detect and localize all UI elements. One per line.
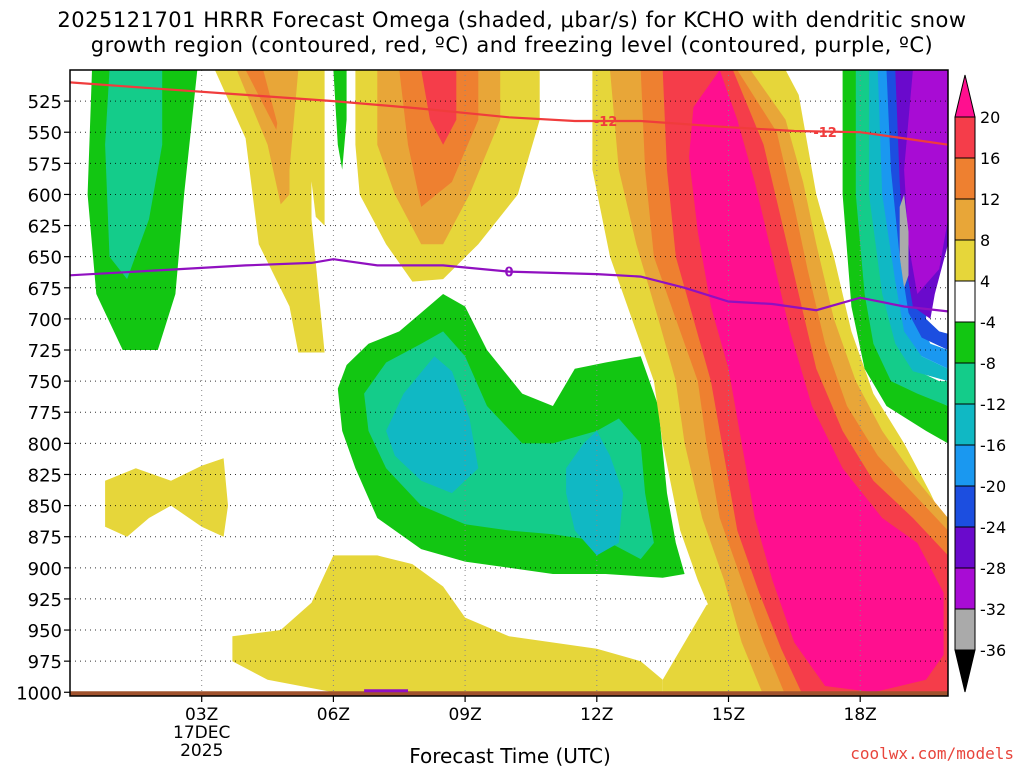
omega-shading — [87, 70, 948, 696]
y-tick-label-975: 975 — [28, 652, 62, 673]
omega-region-m16tom12-15 — [566, 430, 624, 556]
colorbar-label-13: -36 — [980, 641, 1006, 660]
colorbar-label-10: -24 — [980, 518, 1006, 537]
colorbar-label-3: 8 — [980, 231, 990, 250]
contour-line-0 — [70, 258, 948, 313]
y-tick-label-525: 525 — [28, 92, 62, 113]
colorbar-label-7: -12 — [980, 395, 1006, 414]
y-tick-label-950: 950 — [28, 621, 62, 642]
x-tick-label-15Z: 15Z — [712, 705, 745, 725]
y-tick-label-775: 775 — [28, 403, 62, 424]
y-tick-label-575: 575 — [28, 154, 62, 175]
colorbar-box-4to8 — [954, 239, 976, 282]
y-tick-label-750: 750 — [28, 372, 62, 393]
y-axis: 525 550 575 600 625 650 675 700 725 750 775 800 825 8… — [16, 92, 70, 704]
y-tick-label-625: 625 — [28, 217, 62, 238]
colorbar-top-arrow — [954, 74, 976, 118]
omega-region-m12tom8-1 — [105, 70, 163, 280]
contour-label-2: 0 — [504, 266, 513, 281]
colorbar-bottom-arrow — [954, 649, 976, 693]
omega-region-4to8-2 — [214, 70, 325, 353]
colorbar-box-8to12 — [954, 198, 976, 241]
omega-region-m32tom28-30 — [904, 70, 948, 294]
colorbar-label-0: 20 — [980, 108, 1000, 127]
y-tick-label-900: 900 — [28, 559, 62, 580]
contour-line--12 — [70, 81, 948, 146]
colorbar-box-m28tom24 — [954, 526, 976, 569]
omega-region-4to8-5 — [298, 70, 325, 226]
plot-frame — [69, 69, 949, 697]
omega-region-m16tom12-14 — [386, 356, 479, 494]
contour-lines: -12 -12 0 — [70, 81, 948, 313]
x-axis-label: Forecast Time (UTC) — [409, 744, 611, 768]
omega-region-gt20-23 — [689, 70, 944, 693]
omega-region-8to12-6 — [263, 70, 299, 170]
omega-region-m36tom32-31 — [899, 194, 909, 288]
date-label-0: 17DEC — [173, 723, 230, 743]
colorbar-label-12: -32 — [980, 600, 1006, 619]
contour-label-1: -12 — [813, 126, 837, 141]
y-tick-label-1000: 1000 — [16, 683, 62, 704]
y-tick-label-675: 675 — [28, 279, 62, 300]
colorbar-box-m36tom32 — [954, 608, 976, 651]
colorbar-label-8: -16 — [980, 436, 1006, 455]
y-tick-label-700: 700 — [28, 310, 62, 331]
x-tick-label-18Z: 18Z — [844, 705, 877, 725]
chart-title-line1: 2025121701 HRRR Forecast Omega (shaded, … — [57, 8, 967, 32]
colorbar-label-6: -8 — [980, 354, 996, 373]
x-tick-label-09Z: 09Z — [448, 705, 481, 725]
y-tick-label-800: 800 — [28, 434, 62, 455]
y-tick-label-650: 650 — [28, 248, 62, 269]
colorbar-box-m12tom8 — [954, 362, 976, 405]
ground-surface — [70, 691, 948, 696]
colorbar-box-m16tom12 — [954, 403, 976, 446]
y-tick-label-875: 875 — [28, 528, 62, 549]
colorbar-label-1: 16 — [980, 149, 1000, 168]
colorbar-box-m8tom4 — [954, 321, 976, 364]
credit-text: coolwx.com/models — [850, 744, 1014, 763]
y-tick-label-850: 850 — [28, 497, 62, 518]
contour-label-0: -12 — [594, 115, 618, 130]
omega-region-12to16-10 — [399, 70, 479, 207]
x-tick-label-12Z: 12Z — [580, 705, 613, 725]
colorbar-box-m32tom28 — [954, 567, 976, 610]
colorbar-box-12to16 — [954, 157, 976, 200]
omega-region-16to20-11 — [421, 70, 457, 145]
y-tick-label-825: 825 — [28, 465, 62, 486]
colorbar-box-m4to4 — [954, 280, 976, 323]
colorbar-label-9: -20 — [980, 477, 1006, 496]
colorbar-label-4: 4 — [980, 272, 990, 291]
y-tick-label-600: 600 — [28, 185, 62, 206]
date-label-1: 2025 — [180, 741, 223, 761]
colorbar-label-5: -4 — [980, 313, 996, 332]
colorbar-box-m24tom20 — [954, 485, 976, 528]
ground-freezing-mark — [364, 689, 409, 693]
omega-region-4to8-16 — [105, 458, 228, 537]
omega-region-4to8-17 — [232, 555, 663, 693]
omega-region-m8tom4-7 — [333, 70, 347, 170]
colorbar: 20 16 12 8 4 -4 -8 -12 -16 -20 -24 -28 -32 -36 — [954, 74, 1006, 693]
x-tick-label-06Z: 06Z — [317, 705, 350, 725]
colorbar-box-m20tom16 — [954, 444, 976, 487]
y-tick-label-925: 925 — [28, 590, 62, 611]
x-tick-label-03Z: 03Z — [185, 705, 218, 725]
colorbar-label-11: -28 — [980, 559, 1006, 578]
colorbar-box-16to20 — [954, 116, 976, 159]
y-tick-label-550: 550 — [28, 123, 62, 144]
ground-layer — [70, 689, 948, 696]
y-tick-label-725: 725 — [28, 341, 62, 362]
colorbar-label-2: 12 — [980, 190, 1000, 209]
chart-title-line2: growth region (contoured, red, ºC) and f… — [90, 33, 934, 57]
